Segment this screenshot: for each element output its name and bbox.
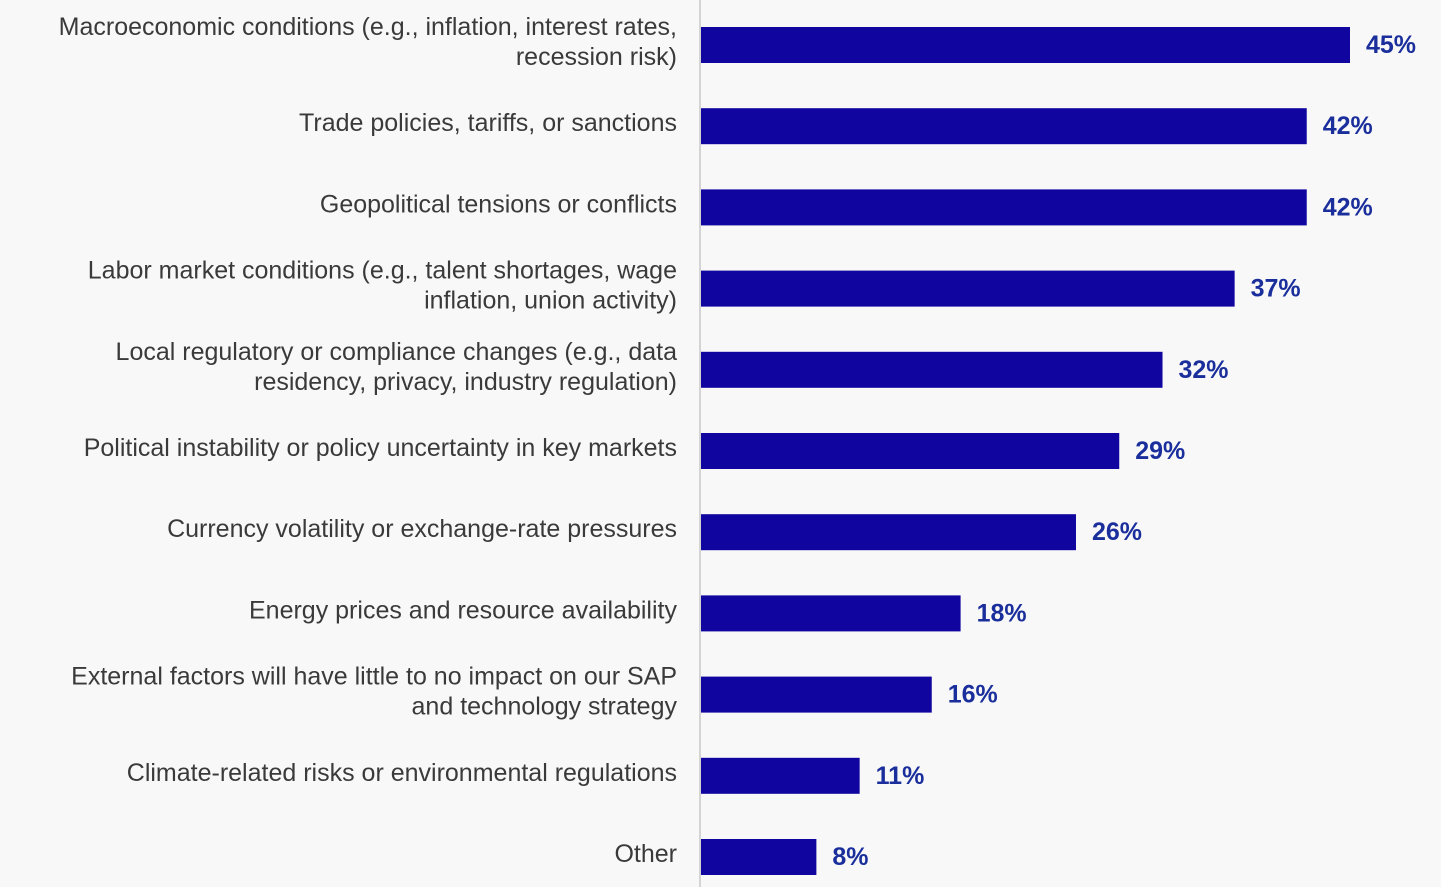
bars-group bbox=[701, 27, 1350, 875]
category-label-line: inflation, union activity) bbox=[424, 287, 677, 315]
category-label-line: Energy prices and resource availability bbox=[249, 596, 677, 624]
category-label: Climate-related risks or environmental r… bbox=[127, 759, 677, 787]
category-label-line: External factors will have little to no … bbox=[71, 663, 677, 691]
bar bbox=[701, 27, 1350, 63]
bar-value-label: 16% bbox=[948, 681, 998, 709]
bar bbox=[701, 108, 1307, 145]
bar bbox=[701, 676, 932, 713]
bar-value-label: 32% bbox=[1179, 356, 1229, 384]
bar-value-label: 42% bbox=[1323, 193, 1373, 221]
category-label-line: Currency volatility or exchange-rate pre… bbox=[167, 515, 677, 543]
category-label: Currency volatility or exchange-rate pre… bbox=[167, 515, 677, 543]
bar bbox=[701, 839, 817, 875]
bar bbox=[701, 433, 1120, 469]
category-label: Macroeconomic conditions (e.g., inflatio… bbox=[59, 13, 677, 71]
category-label-line: Geopolitical tensions or conflicts bbox=[320, 190, 677, 218]
category-label: Geopolitical tensions or conflicts bbox=[320, 190, 677, 218]
category-label-line: Trade policies, tariffs, or sanctions bbox=[299, 109, 677, 137]
category-label-line: Local regulatory or compliance changes (… bbox=[116, 338, 678, 366]
category-label-line: recession risk) bbox=[516, 43, 677, 71]
bar-value-label: 42% bbox=[1323, 112, 1373, 140]
bar bbox=[701, 595, 961, 632]
category-label-line: Climate-related risks or environmental r… bbox=[127, 759, 677, 787]
bar bbox=[701, 514, 1076, 551]
category-label-line: Other bbox=[614, 840, 677, 868]
category-label: External factors will have little to no … bbox=[71, 663, 677, 721]
category-label-line: Labor market conditions (e.g., talent sh… bbox=[88, 257, 677, 285]
category-label-line: Political instability or policy uncertai… bbox=[84, 434, 677, 462]
bar-value-label: 8% bbox=[832, 843, 868, 871]
bar-value-label: 11% bbox=[876, 762, 925, 790]
category-label-line: residency, privacy, industry regulation) bbox=[254, 368, 677, 396]
bar-value-label: 18% bbox=[977, 599, 1027, 627]
category-label: Trade policies, tariffs, or sanctions bbox=[299, 109, 677, 137]
bar-value-label: 45% bbox=[1366, 31, 1416, 59]
bar-value-label: 37% bbox=[1251, 275, 1301, 303]
category-label-line: Macroeconomic conditions (e.g., inflatio… bbox=[59, 13, 677, 41]
bar bbox=[701, 270, 1235, 307]
category-label: Labor market conditions (e.g., talent sh… bbox=[88, 257, 677, 315]
bar bbox=[701, 351, 1163, 388]
category-label-line: and technology strategy bbox=[412, 693, 678, 721]
bar-value-label: 29% bbox=[1135, 437, 1185, 465]
category-label: Energy prices and resource availability bbox=[249, 596, 677, 624]
bar-value-label: 26% bbox=[1092, 518, 1142, 546]
category-label: Political instability or policy uncertai… bbox=[84, 434, 677, 462]
bar bbox=[701, 189, 1307, 226]
value-labels-group: 45% 42% 42% 37% 32% 29% 26% 18% 16% 11% 8% bbox=[832, 31, 1416, 871]
bar bbox=[701, 757, 860, 794]
category-label: Local regulatory or compliance changes (… bbox=[116, 338, 678, 396]
category-labels-group: Macroeconomic conditions (e.g., inflatio… bbox=[59, 13, 678, 868]
category-label: Other bbox=[614, 840, 677, 868]
